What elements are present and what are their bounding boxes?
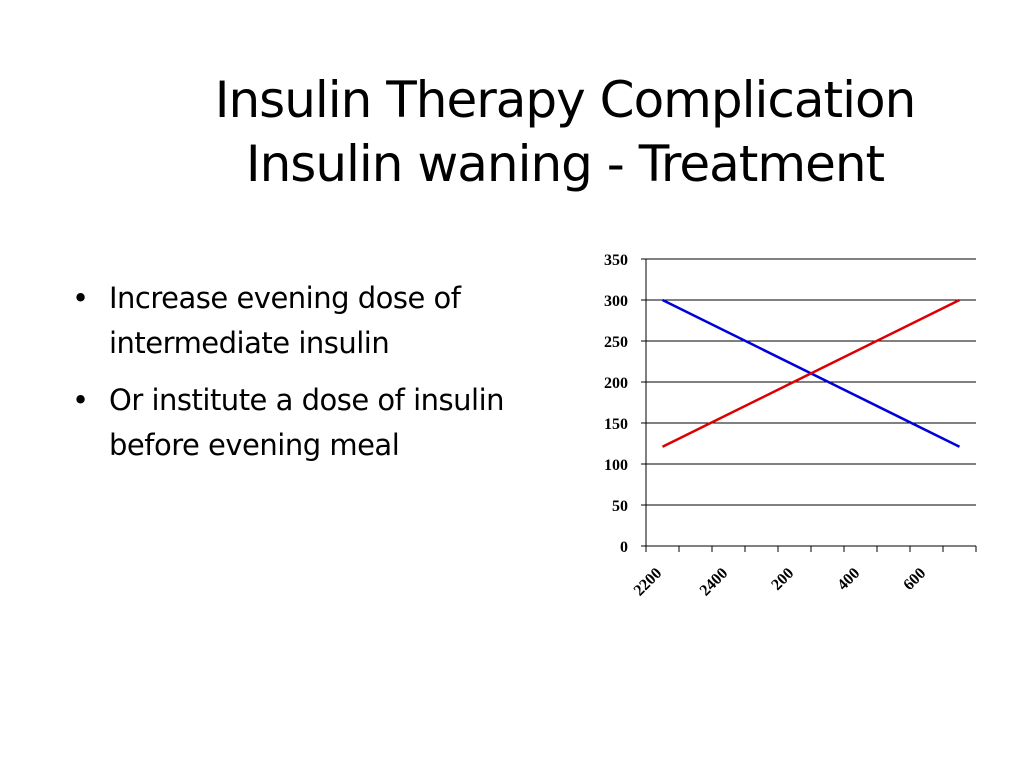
bullet-text: Increase evening dose of intermediate in… bbox=[109, 281, 461, 360]
y-tick-label: 200 bbox=[604, 375, 628, 392]
slide-title: Insulin Therapy Complication Insulin wan… bbox=[150, 68, 980, 196]
y-tick-label: 250 bbox=[604, 334, 628, 351]
x-tick-label: 2400 bbox=[697, 565, 732, 600]
line-chart: 0 50 100 150 200 250 300 350 2200 2400 200 400 600 bbox=[560, 240, 1000, 640]
y-tick-label: 350 bbox=[604, 252, 628, 269]
bullet-text: Or institute a dose of insulin before ev… bbox=[109, 383, 505, 462]
y-tick-label: 50 bbox=[612, 498, 628, 515]
x-tick-label: 2200 bbox=[631, 565, 666, 600]
bullet-item: • Increase evening dose of intermediate … bbox=[72, 276, 542, 366]
y-tick-label: 0 bbox=[620, 539, 628, 556]
x-tick-label: 200 bbox=[768, 565, 797, 594]
chart-svg: 0 50 100 150 200 250 300 350 2200 2400 200 400 600 bbox=[604, 252, 977, 600]
bullet-marker: • bbox=[72, 383, 89, 417]
y-tick-label: 100 bbox=[604, 457, 628, 474]
bullet-item: • Or institute a dose of insulin before … bbox=[72, 378, 542, 468]
y-tick-label: 300 bbox=[604, 293, 628, 310]
bullet-marker: • bbox=[72, 281, 89, 315]
bullet-list: • Increase evening dose of intermediate … bbox=[72, 276, 542, 480]
title-line-1: Insulin Therapy Complication bbox=[214, 71, 917, 129]
title-line-2: Insulin waning - Treatment bbox=[245, 135, 885, 193]
series-line bbox=[661, 298, 961, 448]
y-tick-label: 150 bbox=[604, 416, 628, 433]
x-tick-label: 600 bbox=[900, 565, 929, 594]
x-tick-label: 400 bbox=[834, 565, 863, 594]
